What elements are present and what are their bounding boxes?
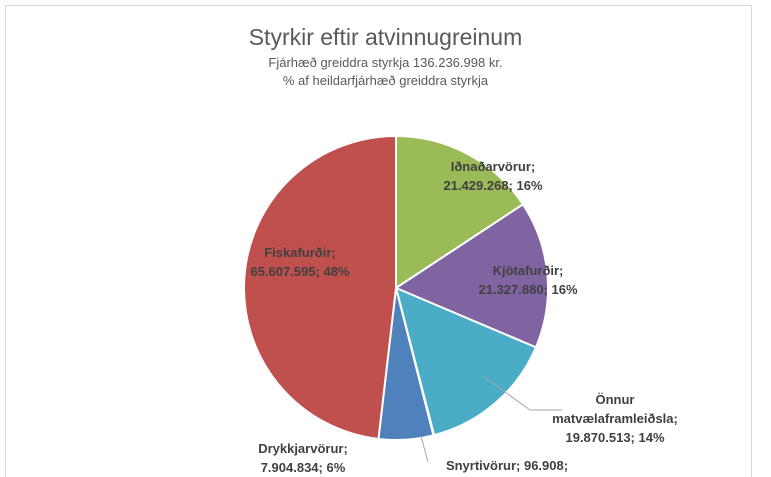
data-label: Drykkjarvörur; 7.904.834; 6%: [238, 439, 368, 477]
leader-line: [482, 375, 562, 411]
chart-subtitle: Fjárhæð greiddra styrkja 136.236.998 kr.: [268, 55, 503, 70]
chart-frame: [5, 5, 752, 477]
pie-slice: [395, 134, 525, 290]
data-label-value: 21.327.880; 16%: [478, 282, 578, 297]
data-label-category: Fiskafurðir;: [264, 245, 336, 260]
chart-title: Styrkir eftir atvinnugreinum: [248, 24, 523, 50]
data-label-category: Snyrtivörur;: [445, 458, 521, 473]
leader-line: [420, 435, 429, 463]
data-label-category: Drykkjarvörur;: [258, 441, 348, 456]
data-label-value: 19.870.513; 14%: [565, 430, 665, 445]
data-label: Fiskafurðir; 65.607.595; 48%: [230, 243, 370, 281]
data-label: Kjötafurðir; 21.327.880; 16%: [463, 261, 593, 299]
data-label-value: 7.904.834; 6%: [260, 460, 346, 475]
pie-slice: [393, 202, 549, 349]
data-label: Önnur matvælaframleiðsla; 19.870.513; 14%: [545, 390, 685, 447]
chart-subtitle: % af heildarfjárhæð greiddra styrkja: [282, 73, 489, 88]
data-label-value: 21.429.268; 16%: [443, 178, 543, 193]
data-label-value: 96.908;: [523, 458, 569, 473]
pie-slice: [394, 286, 538, 437]
data-label-category: Kjötafurðir;: [492, 263, 564, 278]
data-label-category: Iðnaðarvörur;: [450, 159, 536, 174]
data-label: Iðnaðarvörur; 21.429.268; 16%: [428, 157, 558, 195]
pie: [243, 134, 549, 441]
data-label: Snyrtivörur; 96.908;: [432, 456, 582, 475]
data-label-value: 65.607.595; 48%: [250, 264, 350, 279]
data-label-category: Önnur matvælaframleiðsla;: [552, 392, 678, 426]
pie-slice: [243, 134, 397, 441]
